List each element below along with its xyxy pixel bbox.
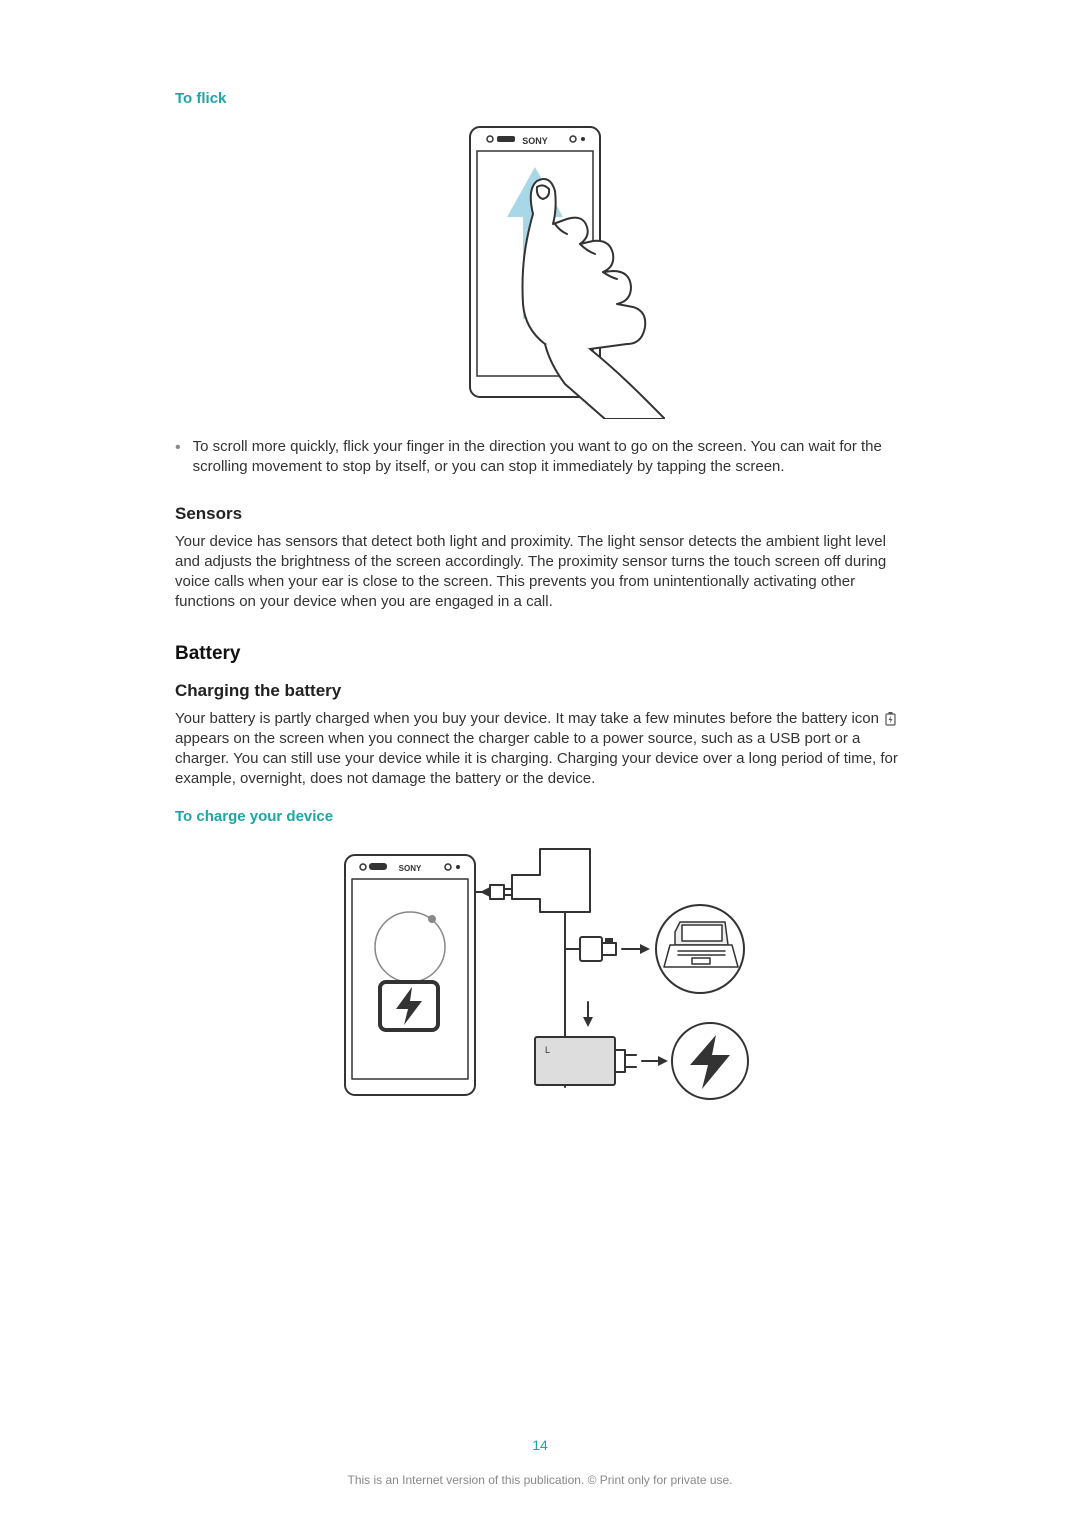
svg-text:SONY: SONY (522, 136, 548, 146)
document-page: To flick SONY IA • To (0, 0, 1080, 1527)
charge-device-heading: To charge your device (175, 808, 905, 825)
footer-note: This is an Internet version of this publ… (0, 1473, 1080, 1487)
charge-illustration: SONY (330, 837, 750, 1107)
bullet-icon: • (175, 437, 181, 478)
svg-text:SONY: SONY (399, 864, 422, 873)
battery-icon (885, 712, 896, 726)
svg-text:L: L (545, 1045, 550, 1055)
page-footer: 14 This is an Internet version of this p… (0, 1437, 1080, 1487)
sensors-body: Your device has sensors that detect both… (175, 532, 905, 613)
flick-bullet-row: • To scroll more quickly, flick your fin… (175, 437, 905, 478)
charging-body-part2: appears on the screen when you connect t… (175, 730, 898, 788)
battery-heading: Battery (175, 643, 905, 665)
sensors-heading: Sensors (175, 504, 905, 524)
charging-heading: Charging the battery (175, 681, 905, 701)
charging-body: Your battery is partly charged when you … (175, 709, 905, 790)
charging-body-part1: Your battery is partly charged when you … (175, 710, 883, 727)
page-number: 14 (0, 1437, 1080, 1453)
flick-heading: To flick (175, 90, 905, 107)
flick-body-text: To scroll more quickly, flick your finge… (193, 437, 905, 478)
flick-illustration: SONY IA (415, 119, 665, 419)
